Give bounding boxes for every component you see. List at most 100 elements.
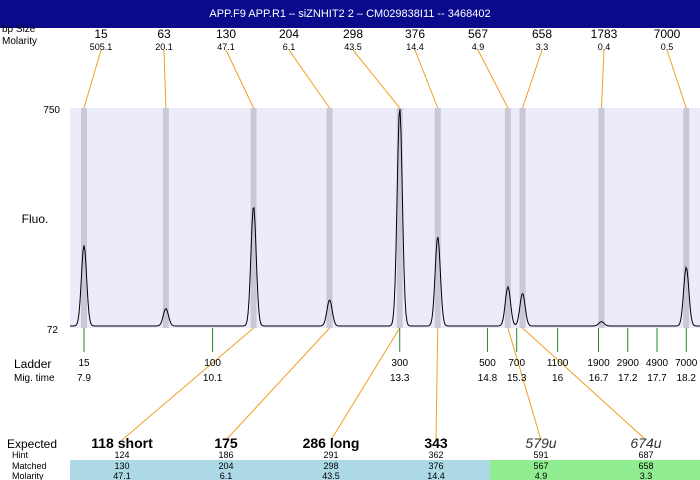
matched-molarity-value: 43.5 [322,471,340,480]
peak-molarity-label: 3.3 [536,42,549,52]
expected-value: 674u [630,435,661,451]
peak-label-connector [83,49,102,109]
ladder-size-label: 1900 [587,358,610,369]
peak-size-label: 15 [94,27,108,41]
expected-value: 175 [214,435,238,451]
hint-value: 186 [218,450,233,460]
expected-connector [225,327,330,441]
matched-value: 658 [638,461,653,471]
expected-value: 343 [424,435,448,451]
peak-size-label: 567 [468,27,488,41]
peak-size-label: 298 [343,27,363,41]
peak-molarity-label: 43.5 [344,42,362,52]
ladder-time-label: 7.9 [77,373,91,384]
expected-connector [435,327,439,441]
mig-time-label: Mig. time [14,373,55,384]
peak-label-connector [225,49,255,109]
ladder-time-label: 17.2 [618,373,638,384]
peak-label-connector [600,49,605,109]
peak-molarity-label: 0.4 [598,42,611,52]
peak-band [434,108,441,328]
title-bar: APP.F9 APP.R1 – siZNHIT2 2 – CM029838I11… [0,0,700,28]
peak-size-label: 1783 [591,27,618,41]
hint-value: 362 [428,450,443,460]
matched-value: 298 [323,461,338,471]
ladder-size-label: 100 [204,358,221,369]
peak-molarity-label: 505.1 [90,42,113,52]
peak-label-connector [477,49,509,109]
expected-label: Expected [7,437,57,451]
ladder-time-label: 13.3 [390,373,410,384]
peak-size-label: 658 [532,27,552,41]
ladder-size-label: 2900 [617,358,640,369]
ladder-markers: 15 7.9 100 10.1 300 13.3 500 14.8 700 15.3 1100 16 1… [77,328,698,384]
peak-band [162,108,169,328]
ladder-size-label: 500 [479,358,496,369]
expected-value: 118 short [91,435,153,451]
expected-connector [330,327,401,441]
matched-label: Matched [12,461,47,471]
ladder-time-label: 16.7 [589,373,609,384]
peak-label-connector [163,49,167,109]
peak-band [519,108,526,328]
peak-label-connector [414,49,439,109]
matched-value: 204 [218,461,233,471]
expected-connector [121,327,254,441]
peak-band [326,108,333,328]
matched-row-bg-blue [70,460,490,480]
ladder-time-label: 16 [552,373,564,384]
peak-connectors [83,49,687,441]
peak-band [250,108,257,328]
plot-area [70,108,700,328]
molarity-bottom-label: Molarity [12,471,44,480]
hint-value: 124 [114,450,129,460]
expected-value: 579u [525,435,556,451]
molarity-label: Molarity [2,36,37,47]
hint-value: 687 [638,450,653,460]
peak-band [396,108,403,328]
trace-line [70,109,700,327]
peak-band [683,108,690,328]
ladder-time-label: 18.2 [677,373,697,384]
ladder-size-label: 4900 [646,358,669,369]
window-title: APP.F9 APP.R1 – siZNHIT2 2 – CM029838I11… [209,8,491,20]
ladder-time-label: 15.3 [507,373,527,384]
peak-band [598,108,605,328]
matched-value: 376 [428,461,443,471]
ladder-size-label: 15 [78,358,90,369]
peak-size-label: 7000 [654,27,681,41]
peak-size-label: 376 [405,27,425,41]
ladder-size-label: 700 [508,358,525,369]
peak-molarity-label: 14.4 [406,42,424,52]
matched-molarity-value: 14.4 [427,471,445,480]
peak-band [81,108,87,328]
y-min-label: 72 [47,325,59,336]
matched-molarity-value: 47.1 [113,471,131,480]
ladder-size-label: 7000 [675,358,698,369]
matched-molarity-value: 4.9 [535,471,548,480]
hint-value: 591 [533,450,548,460]
peak-size-label: 63 [157,27,171,41]
expected-value: 286 long [303,435,360,451]
y-max-label: 750 [43,105,60,116]
peak-molarity-label: 47.1 [217,42,235,52]
peak-molarity-label: 4.9 [472,42,485,52]
hint-label: Hint [12,450,29,460]
trace-layer [70,109,700,327]
peak-label-connector [352,49,401,109]
peak-molarity-label: 20.1 [155,42,173,52]
expected-connector [522,327,647,441]
ladder-label: Ladder [14,357,51,371]
peak-size-label: 204 [279,27,299,41]
peak-molarity-label: 0.5 [661,42,674,52]
fluo-axis-label: Fluo. [22,212,49,226]
peak-label-connector [522,49,543,109]
peak-bands [81,108,690,328]
hint-value: 291 [323,450,338,460]
matched-molarity-value: 3.3 [640,471,653,480]
peak-label-connector [666,49,687,109]
